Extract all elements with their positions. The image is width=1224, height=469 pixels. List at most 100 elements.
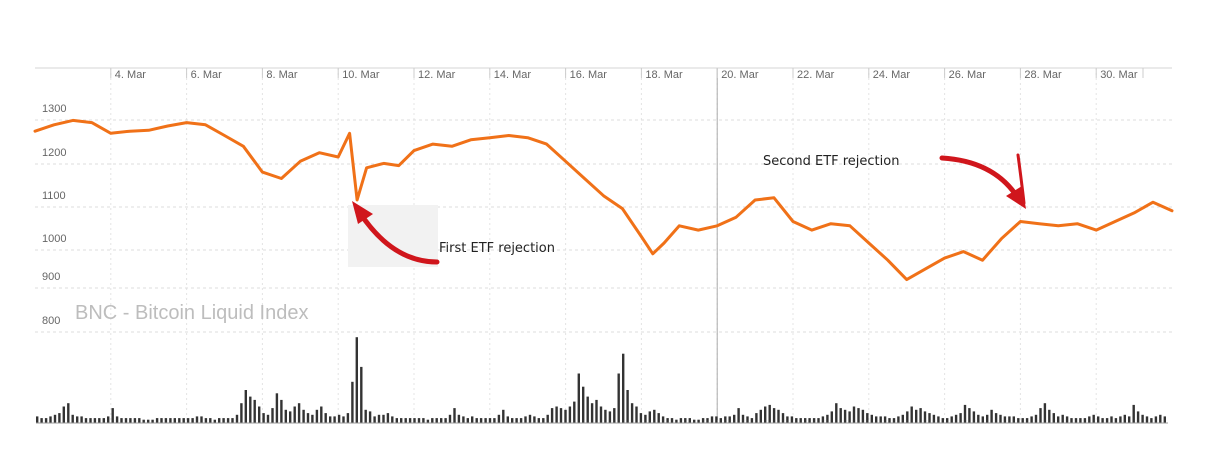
volume-bar <box>231 418 234 423</box>
volume-bar <box>1030 416 1033 423</box>
volume-bar <box>133 418 137 423</box>
volume-bar <box>963 404 967 423</box>
volume-bar <box>582 386 585 423</box>
volume-bar <box>1088 416 1091 423</box>
volume-bar <box>147 419 150 423</box>
volume-bar <box>138 418 141 423</box>
volume-bar <box>440 418 443 423</box>
x-tick-label: 26. Mar <box>949 69 987 81</box>
volume-bar <box>710 416 714 423</box>
y-tick-label: 800 <box>42 315 60 327</box>
volume-bar <box>213 419 216 423</box>
x-tick-label: 4. Mar <box>115 69 147 81</box>
volume-bar <box>644 414 647 424</box>
volume-bar <box>484 418 487 423</box>
volume-bar <box>76 416 79 423</box>
volume-bar <box>866 413 869 423</box>
volume-bar <box>289 411 292 423</box>
volume-bar <box>1097 416 1100 423</box>
volume-bars <box>36 337 1168 424</box>
x-tick-label: 30. Mar <box>1100 69 1138 81</box>
volume-bar <box>999 414 1002 424</box>
volume-bar <box>1163 416 1166 423</box>
volume-bar <box>861 409 865 423</box>
volume-bar <box>932 414 936 424</box>
volume-bar <box>151 419 154 423</box>
y-tick-label: 900 <box>42 271 60 283</box>
volume-bar <box>1114 418 1118 423</box>
volume-bar <box>431 418 434 423</box>
volume-bar <box>812 418 816 423</box>
second-etf-annotation: Second ETF rejection <box>763 154 899 169</box>
volume-bar <box>457 414 461 424</box>
volume-bar <box>679 418 683 423</box>
volume-bar <box>986 414 989 424</box>
x-tick-label: 24. Mar <box>873 69 911 81</box>
volume-bar <box>972 411 976 423</box>
volume-bar <box>98 418 101 423</box>
volume-bar <box>297 403 301 423</box>
volume-bar <box>71 414 74 424</box>
volume-bar <box>49 416 52 423</box>
volume-bar <box>1070 418 1073 423</box>
volume-bar <box>777 409 780 423</box>
volume-bar <box>555 406 558 423</box>
x-tick-label: 10. Mar <box>342 69 380 81</box>
volume-bar <box>839 408 842 423</box>
volume-bar <box>697 419 700 423</box>
x-tick-label: 6. Mar <box>191 69 223 81</box>
volume-bar <box>764 406 767 423</box>
volume-bar <box>493 418 496 423</box>
volume-bar <box>617 373 620 423</box>
volume-bar <box>186 418 190 423</box>
volume-bar <box>422 418 425 423</box>
volume-bar <box>604 409 607 423</box>
volume-bar <box>342 416 345 423</box>
volume-bar <box>830 411 833 423</box>
grid <box>35 68 1172 420</box>
volume-bar <box>1132 404 1135 423</box>
volume-bar <box>1008 416 1011 423</box>
volume-bar <box>218 418 221 423</box>
volume-bar <box>320 406 323 423</box>
volume-bar <box>977 414 980 424</box>
volume-bar <box>910 406 913 423</box>
volume-bar <box>475 418 478 423</box>
volume-bar <box>613 408 616 423</box>
volume-bar <box>728 416 731 423</box>
volume-bar <box>511 418 514 423</box>
volume-bar <box>661 416 665 423</box>
volume-bar <box>906 411 909 423</box>
volume-bar <box>790 416 794 423</box>
first-etf-arrow-icon <box>357 210 440 265</box>
volume-bar <box>413 418 416 423</box>
volume-bar <box>191 418 194 423</box>
volume-bar <box>857 408 860 423</box>
annotations: First ETF rejection Second ETF rejection <box>352 153 1026 265</box>
y-tick-label: 1300 <box>42 103 66 115</box>
volume-bar <box>302 409 305 423</box>
volume-bar <box>675 419 678 423</box>
volume-bar <box>626 390 629 423</box>
volume-bar <box>271 408 274 423</box>
price-line <box>33 118 1174 282</box>
volume-bar <box>915 409 918 423</box>
volume-bar <box>488 418 492 423</box>
volume-bar <box>799 418 802 423</box>
second-etf-arrow-icon <box>939 155 1019 198</box>
volume-bar <box>684 418 687 423</box>
volume-bar <box>240 403 243 423</box>
volume-bar <box>772 408 776 423</box>
volume-bar <box>515 418 518 423</box>
y-tick-label: 1100 <box>42 190 66 202</box>
volume-bar <box>333 416 336 423</box>
volume-bar <box>946 418 949 423</box>
volume-bar <box>102 418 105 423</box>
volume-bar <box>280 399 283 423</box>
volume-bar <box>622 353 625 423</box>
volume-bar <box>1154 416 1158 423</box>
volume-bar <box>244 390 247 423</box>
volume-bar <box>471 416 474 423</box>
volume-bar <box>262 413 265 423</box>
volume-bar <box>653 409 656 423</box>
